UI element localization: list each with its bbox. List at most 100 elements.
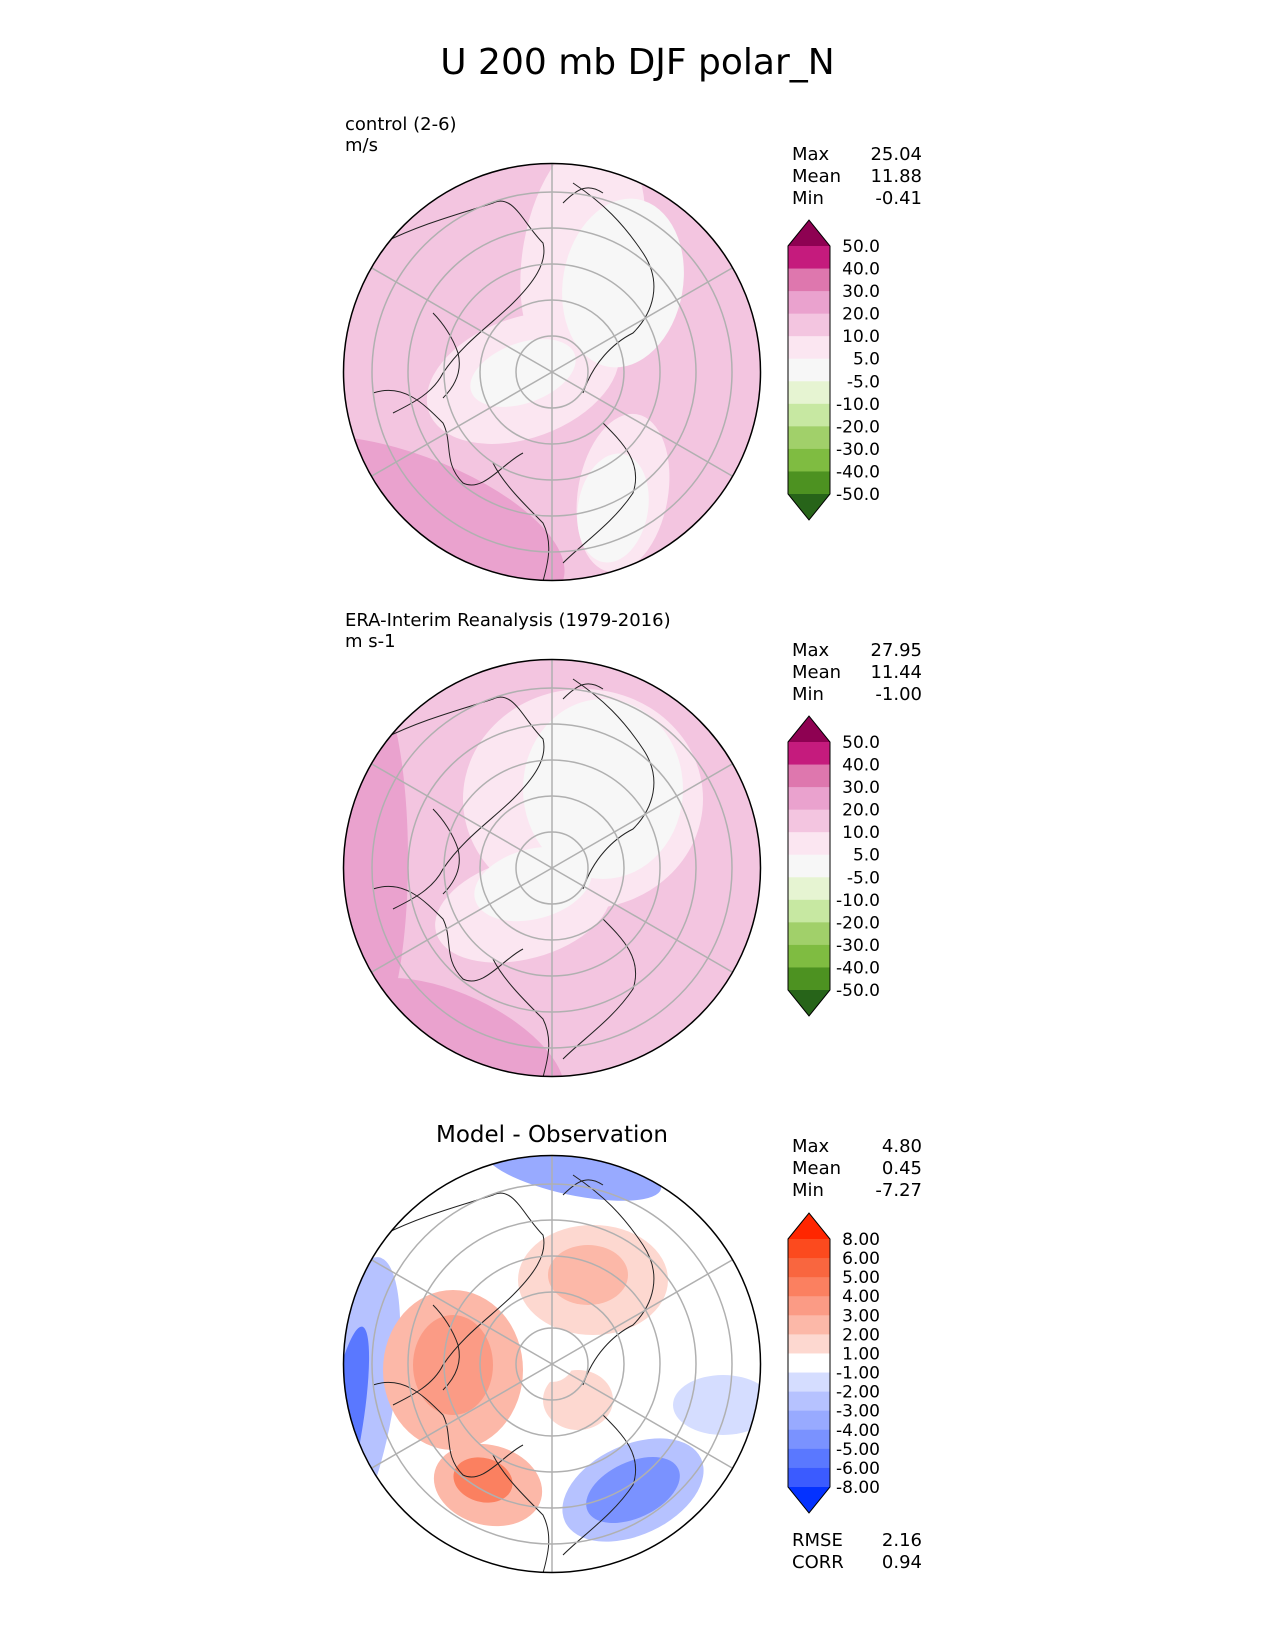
- test-polar-map: [342, 162, 762, 582]
- stat-label: Mean: [792, 662, 842, 683]
- stat-value: -1.00: [875, 684, 922, 705]
- colorbar-tick-label: 50.0: [842, 733, 880, 753]
- colorbar-extend-bottom: [788, 494, 830, 520]
- stat-value: 4.80: [881, 1136, 922, 1157]
- meridian-line: [551, 1363, 752, 1480]
- meridian-line: [551, 752, 752, 869]
- field-negative: [353, 1170, 413, 1220]
- colorbar-extend-bottom: [788, 1487, 830, 1513]
- colorbar-tick-label: 1.00: [842, 1344, 880, 1364]
- graticule: [352, 163, 752, 581]
- colorbar-tick-label: 30.0: [842, 282, 880, 302]
- map-field: [343, 659, 761, 1077]
- graticule: [352, 659, 752, 1077]
- stat-value: 0.45: [881, 1158, 922, 1179]
- field-positive: [413, 1315, 493, 1415]
- colorbar-tick-label: 20.0: [842, 801, 880, 821]
- colorbar-tick-label: -5.00: [836, 1440, 880, 1460]
- colorbar-tick-label: 2.00: [842, 1325, 880, 1345]
- meridian-line: [551, 1248, 752, 1365]
- coastline: [562, 1179, 604, 1196]
- meridian-line: [352, 1363, 553, 1480]
- colorbar-bin: [788, 1372, 830, 1393]
- colorbar-bin: [788, 1296, 830, 1316]
- coastline: [432, 312, 460, 399]
- field-near-zero: [562, 198, 684, 368]
- colorbar-bin: [788, 742, 830, 766]
- stat-label: Max: [792, 640, 830, 661]
- field-positive: [453, 1457, 513, 1503]
- colorbar-bin: [788, 403, 830, 427]
- colorbar-tick-label: 3.00: [842, 1306, 880, 1326]
- meridian-line: [551, 867, 752, 984]
- test-stats: Max 25.04 Mean 11.88 Min -0.41: [792, 144, 922, 210]
- colorbar-tick-label: -10.0: [836, 891, 880, 911]
- colorbar-bin: [788, 291, 830, 315]
- stat-value: 27.95: [870, 640, 922, 661]
- colorbar-tick-label: -50.0: [836, 981, 880, 1001]
- map-boundary: [342, 1154, 762, 1574]
- diff-stats: Max 4.80 Mean 0.45 Min -7.27: [792, 1136, 922, 1202]
- reference-stats: Max 27.95 Mean 11.44 Min -1.00: [792, 640, 922, 706]
- colorbar-bin: [788, 944, 830, 968]
- colorbar-bin: [788, 967, 830, 991]
- meridian-line: [551, 256, 752, 373]
- stat-label: Min: [792, 1180, 824, 1201]
- map-field: [343, 1155, 761, 1573]
- colorbar-tick-label: -3.00: [836, 1402, 880, 1422]
- colorbar-tick-label: -5.0: [847, 372, 880, 392]
- colorbar-tick-label: 8.00: [842, 1230, 880, 1250]
- reference-name-label: ERA-Interim Reanalysis (1979-2016): [345, 610, 671, 631]
- colorbar-bin: [788, 313, 830, 337]
- colorbar-bin: [788, 787, 830, 811]
- stat-value: 25.04: [870, 144, 922, 165]
- test-units-label: m/s: [345, 135, 378, 156]
- figure-title: U 200 mb DJF polar_N: [440, 42, 835, 83]
- field-negative: [484, 1155, 662, 1201]
- colorbar-tick-label: -2.00: [836, 1383, 880, 1403]
- reference-colorbar: 50.0 40.030.0 20.010.0 5.0-5.0 -10.0-20.0 -30…: [787, 715, 880, 1017]
- test-colorbar: 50.0 40.030.0 20.010.0 5.0-5.0 -10.0-20.0 -30…: [787, 219, 880, 521]
- colorbar-tick-label: -8.00: [836, 1478, 880, 1498]
- colorbar-bin: [788, 1277, 830, 1297]
- colorbar-bin: [788, 922, 830, 946]
- diff-heading: Model - Observation: [435, 1122, 669, 1148]
- stat-value: 11.88: [870, 166, 922, 187]
- reference-polar-map: [342, 658, 762, 1078]
- colorbar-bin: [788, 899, 830, 923]
- colorbar-tick-label: -20.0: [836, 913, 880, 933]
- colorbar-tick-label: -6.00: [836, 1459, 880, 1479]
- coastline: [562, 422, 637, 564]
- field-negative: [586, 1456, 680, 1524]
- colorbar-bin: [788, 1467, 830, 1488]
- coastline: [562, 918, 637, 1060]
- colorbar-tick-label: 50.0: [842, 237, 880, 257]
- colorbar-bin: [788, 1258, 830, 1278]
- coastline: [492, 462, 550, 581]
- coastline: [572, 1174, 655, 1386]
- coastline: [432, 808, 460, 895]
- colorbar-tick-label: 40.0: [842, 260, 880, 280]
- stat-value: 11.44: [870, 662, 922, 683]
- corr-value: 0.94: [881, 1552, 922, 1573]
- colorbar-tick-label: 10.0: [842, 823, 880, 843]
- coastline: [572, 182, 655, 394]
- field-negative: [673, 1375, 761, 1435]
- graticule: [352, 1155, 752, 1573]
- coastline: [562, 187, 604, 204]
- colorbar-bin: [788, 471, 830, 495]
- colorbar-extend-bottom: [788, 990, 830, 1016]
- coastline: [572, 678, 655, 890]
- colorbar-bin: [788, 1353, 830, 1374]
- stat-value: -7.27: [875, 1180, 922, 1201]
- rmse-label: RMSE: [792, 1530, 843, 1551]
- colorbar-tick-label: 5.0: [853, 350, 880, 370]
- colorbar-tick-label: 30.0: [842, 778, 880, 798]
- coastline: [562, 1414, 637, 1556]
- colorbar-tick-label: -20.0: [836, 417, 880, 437]
- colorbar-tick-label: 4.00: [842, 1287, 880, 1307]
- field-positive: [543, 1370, 613, 1430]
- stat-label: Mean: [792, 1158, 842, 1179]
- meridian-line: [352, 1248, 553, 1365]
- colorbar-outline: [787, 1212, 831, 1514]
